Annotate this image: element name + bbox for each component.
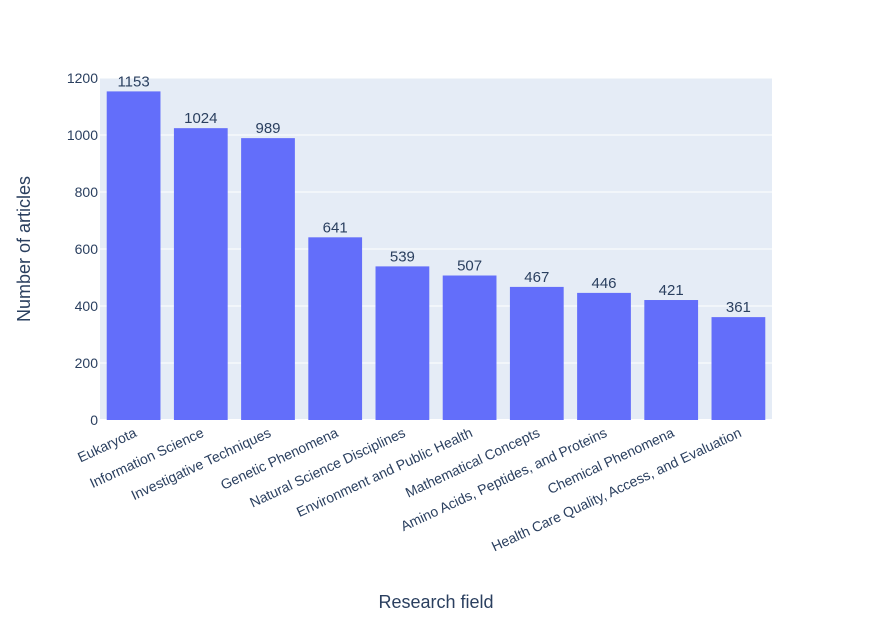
bar [509, 286, 564, 420]
y-tick-label: 800 [75, 184, 99, 200]
y-tick-label: 200 [75, 355, 99, 371]
bar [308, 237, 363, 420]
bar-value-label: 989 [255, 120, 280, 137]
y-axis-title: Number of articles [14, 176, 34, 322]
bar [711, 317, 766, 420]
bar-value-label: 446 [591, 275, 616, 292]
bar [577, 292, 631, 420]
bar [442, 275, 497, 420]
bar [241, 138, 295, 420]
bar [106, 91, 161, 421]
bar-value-label: 361 [726, 299, 751, 316]
bar [644, 300, 699, 420]
x-axis-title: Research field [378, 592, 493, 612]
bars [106, 91, 766, 421]
y-tick-label: 400 [75, 298, 99, 314]
bar-value-label: 1153 [117, 73, 149, 90]
y-tick-label: 600 [75, 241, 99, 257]
y-tick-label: 1000 [67, 127, 98, 143]
bar-value-label: 641 [323, 219, 348, 236]
bar-value-label: 421 [659, 282, 684, 299]
bar-value-label: 507 [457, 258, 482, 275]
bar [375, 266, 430, 420]
bar-value-label: 1024 [184, 110, 217, 127]
y-tick-label: 0 [90, 412, 98, 428]
bar-value-label: 467 [524, 269, 549, 286]
data-labels: 1153 1024 989 641 539 507 467 446 421 361 [117, 73, 750, 316]
y-tick-label: 1200 [67, 70, 98, 86]
bar [173, 128, 228, 420]
bar-value-label: 539 [390, 248, 415, 265]
y-axis-ticks: 0 200 400 600 800 1000 1200 [67, 70, 98, 428]
